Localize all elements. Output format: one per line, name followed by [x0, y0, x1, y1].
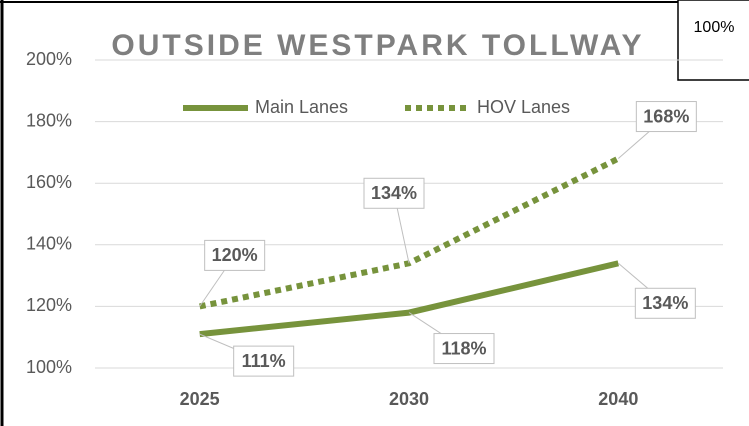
legend-label: HOV Lanes: [477, 97, 570, 117]
data-label: 134%: [642, 293, 688, 313]
data-label-box: [635, 101, 697, 133]
series-line: [199, 155, 620, 310]
annotation-box: [677, 0, 749, 81]
annotation: 100%: [694, 19, 735, 36]
data-label: 111%: [242, 351, 286, 371]
data-label-box: [433, 333, 495, 365]
x-tick-label: 2040: [598, 389, 638, 409]
data-label: 118%: [441, 338, 486, 358]
y-tick-label: 180%: [26, 110, 72, 130]
chart-title: OUTSIDE WESTPARK TOLLWAY: [111, 29, 644, 62]
y-tick-label: 160%: [26, 172, 72, 192]
data-label-box: [363, 177, 425, 209]
x-tick-label: 2030: [389, 389, 429, 409]
legend-label: Main Lanes: [255, 97, 348, 117]
y-tick-label: 200%: [26, 49, 72, 69]
data-label-box: [634, 287, 696, 319]
data-label: 134%: [371, 183, 417, 203]
y-tick-label: 120%: [26, 295, 72, 315]
data-label: 120%: [212, 245, 258, 265]
y-tick-label: 140%: [26, 234, 72, 254]
data-label-box: [233, 345, 295, 377]
data-label: 168%: [643, 106, 689, 126]
y-tick-label: 100%: [26, 357, 72, 377]
data-label-box: [204, 239, 266, 271]
x-tick-label: 2025: [180, 389, 220, 409]
